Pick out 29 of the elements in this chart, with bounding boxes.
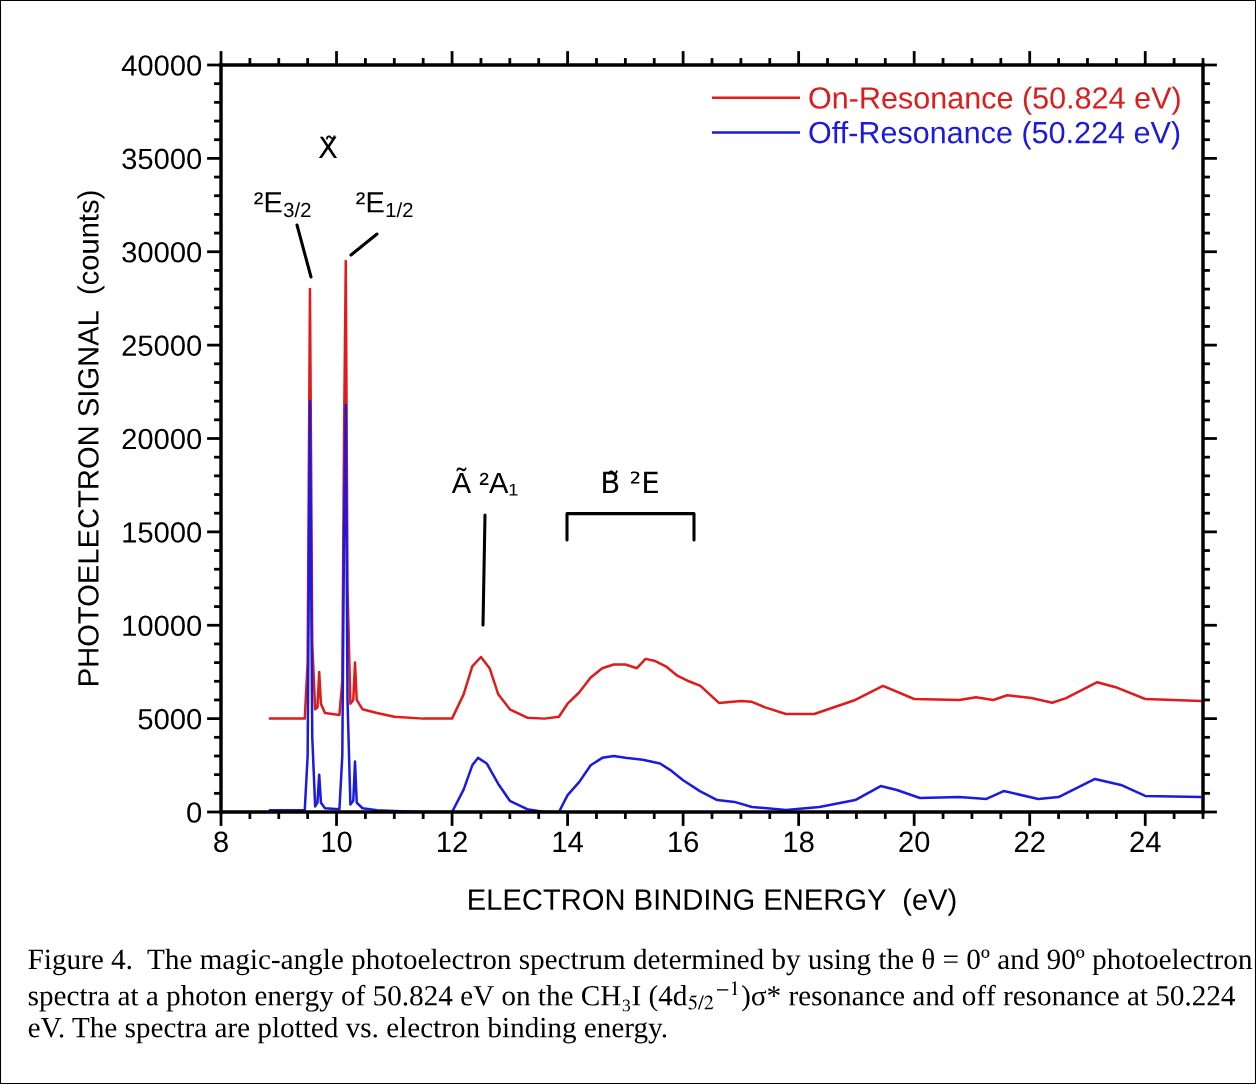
annotation: ²E$_{3/2}$ (254, 192, 311, 218)
y-tick-label: 0 (187, 802, 202, 823)
y-axis-title: PHOTOELECTRON SIGNAL (counts) (77, 191, 105, 685)
y-tick-label: 30000 (122, 241, 202, 263)
x-tick-label: 8 (214, 831, 228, 853)
x-axis-title: ELECTRON BINDING ENERGY (eV) (469, 888, 956, 916)
x-tick-label: 14 (553, 831, 583, 852)
y-tick-label: 20000 (122, 428, 202, 450)
annotation: X̃ (318, 135, 338, 159)
y-tick-label: 10000 (123, 615, 202, 637)
x-tick-label: 18 (784, 831, 814, 853)
annotation: ²E$_{1/2}$ (356, 192, 413, 218)
y-tick-label: 35000 (122, 148, 202, 170)
y-tick-label: 5000 (138, 708, 202, 730)
legend-label: On-Resonance (50.824 eV) (809, 86, 1180, 115)
x-tick-label: 20 (899, 831, 930, 853)
annotation: Ã ²A₁ (451, 467, 518, 496)
y-tick-label: 15000 (123, 522, 202, 543)
x-tick-label: 12 (438, 831, 467, 852)
y-tick-label: 40000 (121, 55, 202, 76)
annotation: B̃ ²E (603, 470, 658, 494)
y-tick-label: 25000 (122, 335, 202, 356)
x-tick-label: 10 (322, 831, 352, 853)
x-tick-label: 24 (1130, 831, 1161, 852)
legend-label: Off-Resonance (50.224 eV) (809, 120, 1180, 150)
text: Figure 4. The magic-angle photoelectron spectrum determined by using the θ = 0º and 90º photoelectron spectra at a photon energy of 50.824 eV on the CH₃I (4d$_{5/2}$$^{−1}$)σ* resonance and off resonance at 50.224 eV. The spectra are plotted vs. electron binding energy. (28, 948, 1253, 1044)
x-tick-label: 22 (1014, 831, 1045, 852)
x-tick-label: 16 (669, 831, 699, 853)
line-series (268, 399, 1202, 812)
